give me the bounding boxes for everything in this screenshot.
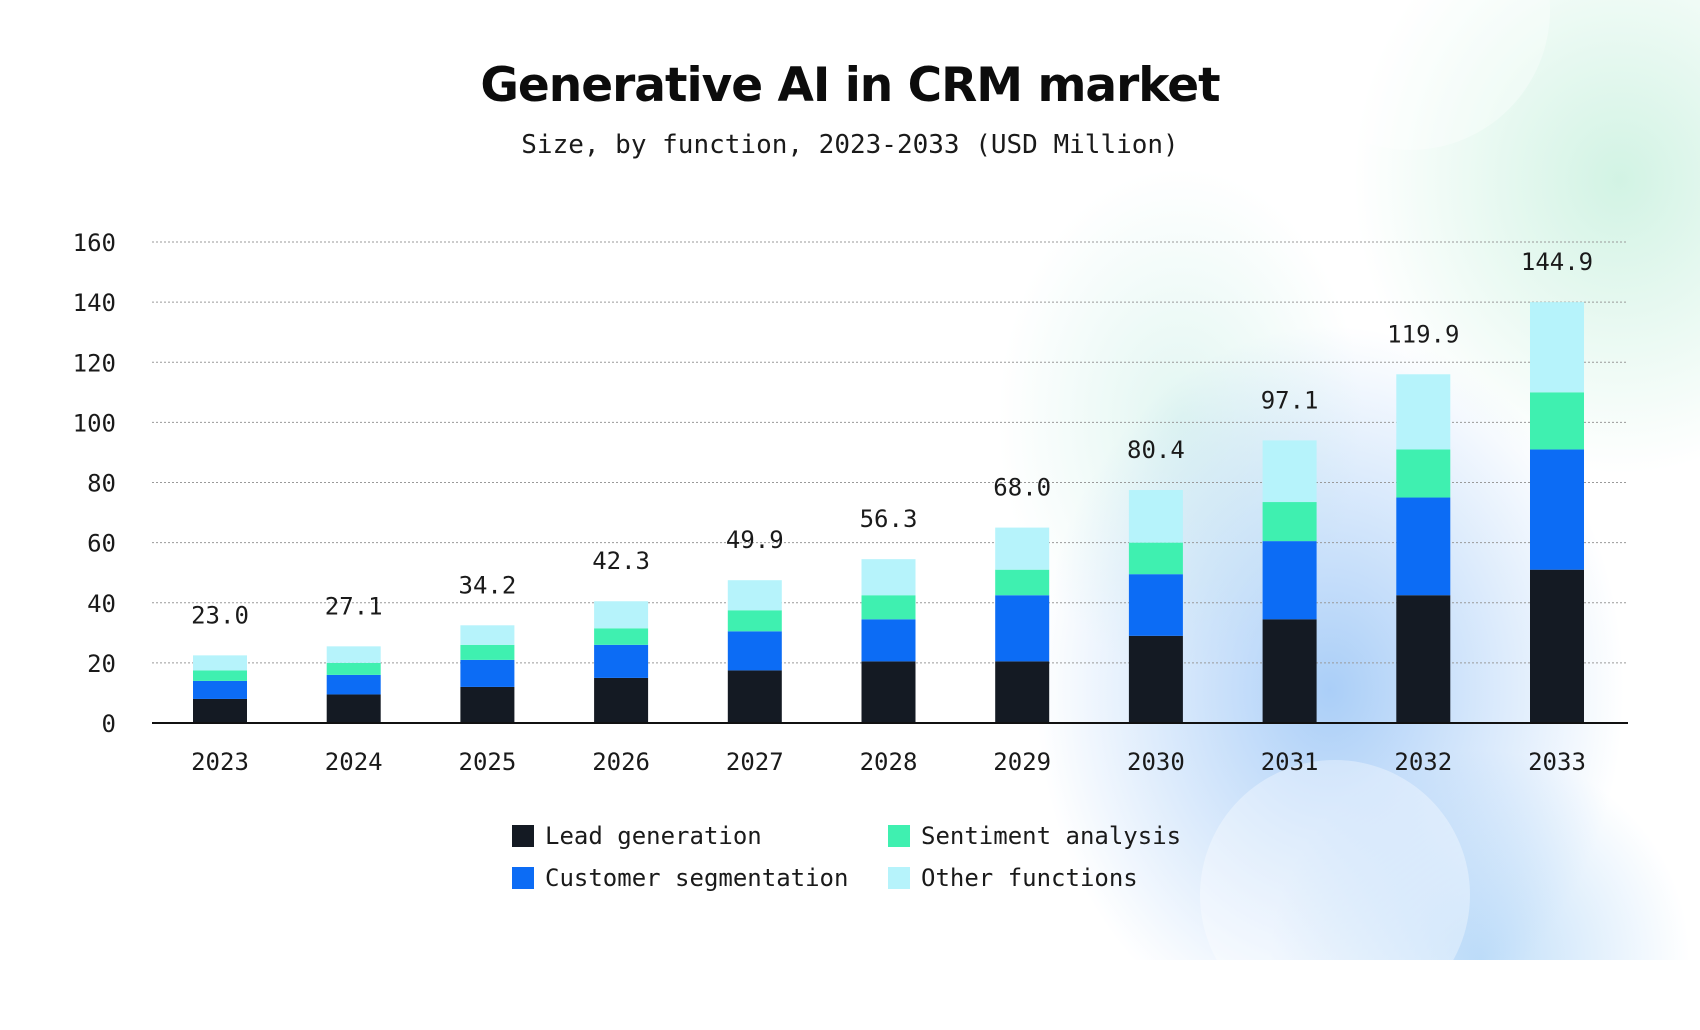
legend-label-sentiment-analysis: Sentiment analysis (921, 822, 1182, 850)
legend-item-other-functions: Other functions (888, 864, 1208, 892)
legend-item-customer-segmentation: Customer segmentation (512, 864, 888, 892)
total-label-2025: 34.2 (459, 571, 517, 599)
bar-2024-lead-generation (326, 694, 381, 723)
bar-2025-lead-generation (460, 686, 515, 723)
y-tick-label-160: 160 (73, 229, 116, 257)
bar-2028-customer-segmentation (861, 619, 916, 662)
bar-2028-lead-generation (861, 661, 916, 723)
y-tick-label-140: 140 (73, 289, 116, 317)
bar-2032-other-functions (1396, 374, 1451, 450)
bar-2031-other-functions (1262, 440, 1317, 503)
legend-swatch-customer-segmentation (512, 867, 534, 889)
bar-2023-sentiment-analysis (193, 670, 247, 681)
total-label-2026: 42.3 (592, 547, 650, 575)
chart-title: Generative AI in CRM market (480, 58, 1220, 113)
y-tick-label-60: 60 (87, 530, 116, 558)
bar-2027-other-functions (727, 580, 782, 611)
bar-2029-lead-generation (995, 661, 1050, 723)
bar-2024-sentiment-analysis (326, 662, 381, 675)
x-tick-label-2025: 2025 (459, 748, 517, 776)
bar-2023-other-functions (193, 655, 247, 671)
bar-2029-customer-segmentation (995, 595, 1050, 662)
legend-item-lead-generation: Lead generation (512, 822, 888, 850)
bar-2033-other-functions (1530, 302, 1584, 393)
bar-2032-lead-generation (1396, 595, 1451, 723)
bar-2025-sentiment-analysis (460, 644, 515, 660)
y-tick-label-40: 40 (87, 590, 116, 618)
bar-2030-sentiment-analysis (1128, 542, 1183, 575)
bar-2030-other-functions (1128, 490, 1183, 543)
bar-2031-sentiment-analysis (1262, 502, 1317, 542)
x-tick-label-2023: 2023 (191, 748, 249, 776)
bar-2031-lead-generation (1262, 619, 1317, 723)
y-tick-label-80: 80 (87, 470, 116, 498)
bar-2025-customer-segmentation (460, 659, 515, 687)
bar-2025-other-functions (460, 625, 515, 645)
legend-item-sentiment-analysis: Sentiment analysis (888, 822, 1208, 850)
bar-2023-lead-generation (193, 698, 247, 723)
x-tick-label-2030: 2030 (1127, 748, 1185, 776)
chart-subtitle: Size, by function, 2023-2033 (USD Millio… (521, 130, 1179, 160)
bar-2033-lead-generation (1530, 569, 1584, 723)
bar-2024-other-functions (326, 646, 381, 663)
x-tick-label-2026: 2026 (592, 748, 650, 776)
bar-2032-sentiment-analysis (1396, 449, 1451, 498)
total-label-2032: 119.9 (1387, 320, 1459, 348)
y-tick-label-100: 100 (73, 409, 116, 437)
legend: Lead generation Sentiment analysis Custo… (512, 822, 1208, 892)
bar-2028-sentiment-analysis (861, 595, 916, 620)
bar-2026-lead-generation (594, 677, 649, 723)
y-tick-label-0: 0 (102, 710, 116, 738)
bar-2032-customer-segmentation (1396, 497, 1451, 596)
total-label-2024: 27.1 (325, 592, 383, 620)
total-label-2029: 68.0 (993, 474, 1051, 502)
x-tick-label-2028: 2028 (860, 748, 918, 776)
bar-2028-other-functions (861, 559, 916, 596)
x-tick-label-2032: 2032 (1394, 748, 1452, 776)
x-tick-label-2027: 2027 (726, 748, 784, 776)
bar-2024-customer-segmentation (326, 674, 381, 695)
x-tick-label-2024: 2024 (325, 748, 383, 776)
stacked-bar-chart: 0 20 40 60 80 100 120 140 160 23.0 2023 27.1 2024 34.… (73, 229, 1628, 776)
bar-2033-customer-segmentation (1530, 449, 1584, 570)
total-label-2031: 97.1 (1261, 386, 1319, 414)
total-label-2027: 49.9 (726, 526, 784, 554)
x-tick-label-2031: 2031 (1261, 748, 1319, 776)
bar-2030-lead-generation (1128, 635, 1183, 723)
bar-2023-customer-segmentation (193, 680, 247, 699)
legend-swatch-sentiment-analysis (888, 825, 910, 847)
total-label-2028: 56.3 (860, 505, 918, 533)
bar-2029-sentiment-analysis (995, 569, 1050, 596)
bar-2033-sentiment-analysis (1530, 392, 1584, 450)
legend-label-lead-generation: Lead generation (545, 822, 762, 850)
legend-label-customer-segmentation: Customer segmentation (545, 864, 849, 892)
y-tick-label-20: 20 (87, 650, 116, 678)
bar-2026-sentiment-analysis (594, 628, 649, 645)
bar-2026-customer-segmentation (594, 644, 649, 678)
bar-2029-other-functions (995, 527, 1050, 570)
bar-2031-customer-segmentation (1262, 541, 1317, 620)
x-tick-label-2029: 2029 (993, 748, 1051, 776)
total-label-2023: 23.0 (191, 601, 249, 629)
legend-label-other-functions: Other functions (921, 864, 1138, 892)
bar-2030-customer-segmentation (1128, 574, 1183, 636)
y-tick-label-120: 120 (73, 349, 116, 377)
bar-2027-sentiment-analysis (727, 610, 782, 632)
total-label-2030: 80.4 (1127, 436, 1185, 464)
legend-swatch-lead-generation (512, 825, 534, 847)
x-tick-label-2033: 2033 (1528, 748, 1586, 776)
total-label-2033: 144.9 (1521, 248, 1593, 276)
bar-2027-customer-segmentation (727, 631, 782, 671)
bar-2026-other-functions (594, 601, 649, 629)
bar-2027-lead-generation (727, 670, 782, 723)
legend-swatch-other-functions (888, 867, 910, 889)
